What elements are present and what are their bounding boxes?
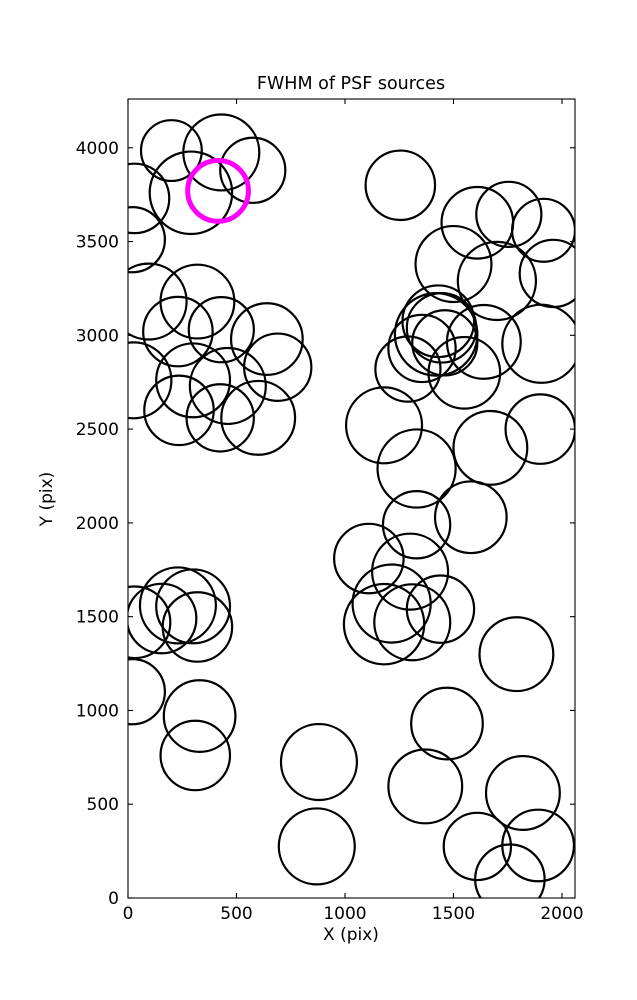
- psf-source-circle: [159, 719, 232, 792]
- y-tick-label: 3500: [76, 233, 119, 253]
- y-axis-ticks: 0 500 1000 1500 2000 2500 3000 3500 4000: [76, 139, 575, 909]
- psf-source-circle: [155, 342, 232, 419]
- psf-source-circle: [187, 296, 255, 364]
- y-tick-label: 4000: [76, 139, 119, 159]
- y-axis-label: Y (pix): [37, 472, 57, 528]
- psf-source-circle: [155, 568, 232, 645]
- psf-source-circle: [344, 386, 424, 465]
- psf-source-circle: [279, 722, 359, 802]
- psf-source-circle: [128, 582, 198, 655]
- psf-source-circle: [405, 292, 478, 364]
- selected-source-circle: [185, 158, 251, 224]
- y-tick-label: 1000: [76, 701, 119, 721]
- psf-source-circle: [410, 686, 484, 761]
- x-axis-ticks: 0 500 1000 1500 2000: [123, 99, 584, 924]
- psf-source-circle: [161, 591, 234, 663]
- psf-source-circle: [518, 238, 575, 309]
- psf-source-circle: [442, 811, 513, 882]
- data-layer: [128, 113, 575, 898]
- psf-source-circle: [219, 136, 287, 204]
- y-tick-label: 0: [108, 889, 119, 909]
- psf-source-circle: [364, 149, 437, 222]
- psf-source-circle: [148, 150, 234, 236]
- psf-source-circle: [128, 162, 171, 235]
- psf-source-circle: [229, 302, 304, 376]
- x-tick-label: 2000: [540, 904, 583, 924]
- y-tick-label: 500: [87, 795, 119, 815]
- psf-source-circle: [381, 490, 452, 560]
- x-axis-label: X (pix): [323, 925, 379, 945]
- psf-source-circle: [374, 335, 442, 403]
- psf-source-circle: [242, 332, 313, 402]
- psf-source-circle: [142, 295, 214, 368]
- psf-source-circle: [188, 346, 267, 426]
- psf-source-circle: [478, 616, 555, 693]
- axes-frame: [127, 98, 576, 899]
- x-tick-label: 1000: [323, 904, 366, 924]
- psf-source-circle: [342, 582, 426, 666]
- psf-source-circle: [128, 206, 166, 274]
- psf-source-circle: [162, 679, 237, 753]
- psf-source-circle: [414, 224, 493, 304]
- psf-source-circle: [220, 379, 297, 456]
- psf-source-circle: [475, 180, 543, 249]
- psf-source-circle: [411, 309, 479, 377]
- y-tick-label: 2000: [76, 514, 119, 534]
- psf-source-circle: [452, 409, 529, 486]
- psf-source-circle: [376, 428, 457, 509]
- psf-source-circle: [474, 843, 546, 898]
- psf-source-circle: [510, 197, 575, 263]
- psf-source-circle: [427, 335, 502, 410]
- psf-source-circle: [128, 262, 188, 341]
- y-tick-label: 1500: [76, 608, 119, 628]
- psf-source-circle: [128, 658, 166, 726]
- psf-source-circle: [143, 374, 215, 447]
- psf-source-circle: [456, 240, 538, 322]
- psf-source-circle: [371, 532, 450, 611]
- psf-source-circle: [501, 303, 575, 384]
- psf-source-circle: [277, 807, 356, 886]
- psf-source-circle: [351, 563, 432, 644]
- y-tick-label: 2500: [76, 420, 119, 440]
- psf-source-circle: [504, 393, 575, 465]
- psf-source-circle: [128, 585, 172, 660]
- plot-title: FWHM of PSF sources: [257, 74, 445, 94]
- psf-source-circle: [387, 748, 464, 825]
- psf-source-circle: [433, 480, 508, 555]
- psf-source-circle: [333, 522, 405, 595]
- x-tick-label: 500: [220, 904, 252, 924]
- psf-source-circle: [138, 566, 217, 645]
- psf-source-circle: [373, 583, 452, 662]
- psf-source-circle: [128, 341, 173, 420]
- y-tick-label: 3000: [76, 326, 119, 346]
- psf-source-circle: [484, 754, 561, 831]
- psf-source-circle: [139, 119, 203, 183]
- psf-source-circle: [387, 313, 457, 384]
- x-tick-label: 0: [123, 904, 134, 924]
- psf-source-circle: [405, 574, 476, 644]
- x-tick-label: 1500: [432, 904, 475, 924]
- psf-source-circle: [185, 383, 255, 453]
